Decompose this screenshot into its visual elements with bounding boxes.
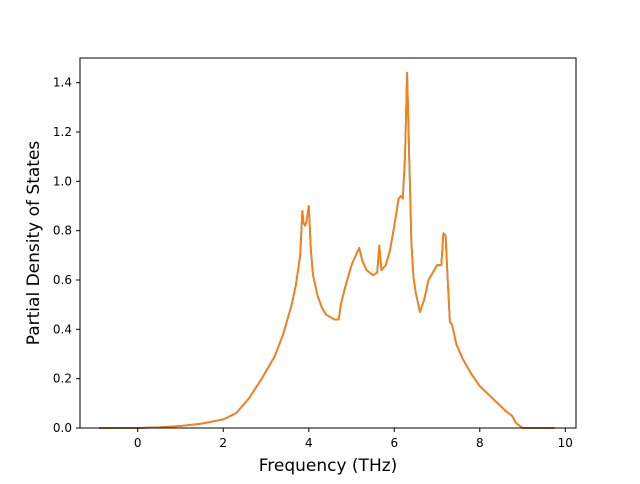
plot-area bbox=[79, 57, 577, 429]
x-axis-label: Frequency (THz) bbox=[259, 456, 398, 476]
x-tick-label: 2 bbox=[219, 436, 227, 450]
y-tick-label: 1.0 bbox=[53, 174, 72, 188]
series-line bbox=[99, 71, 555, 429]
y-tick-label: 1.2 bbox=[53, 125, 72, 139]
x-tick-label: 4 bbox=[305, 436, 313, 450]
y-tick-label: 0.8 bbox=[53, 224, 72, 238]
y-axis-label: Partial Density of States bbox=[24, 141, 44, 346]
axes-frame bbox=[79, 57, 577, 429]
x-tick-label: 0 bbox=[134, 436, 142, 450]
x-axis: 0 2 4 6 8 10 bbox=[134, 428, 573, 450]
y-tick-label: 0.2 bbox=[53, 372, 72, 386]
x-tick-label: 8 bbox=[476, 436, 484, 450]
x-tick-label: 10 bbox=[558, 436, 573, 450]
y-axis: 0.0 0.2 0.4 0.6 0.8 1.0 1.2 1.4 bbox=[53, 76, 80, 435]
y-tick-label: 0.0 bbox=[53, 421, 72, 435]
y-tick-label: 0.4 bbox=[53, 322, 72, 336]
y-tick-label: 0.6 bbox=[53, 273, 72, 287]
y-tick-label: 1.4 bbox=[53, 76, 72, 90]
x-tick-label: 6 bbox=[390, 436, 398, 450]
